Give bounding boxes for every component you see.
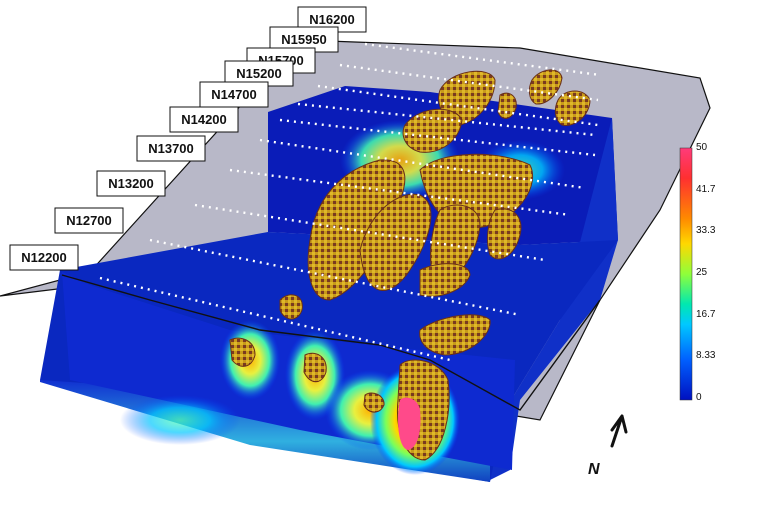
section-trace — [259, 138, 586, 190]
colorbar-ramp — [679, 147, 693, 401]
colorbar-tick-label: 8.33 — [696, 350, 716, 361]
section-label-n14200: N14200 — [169, 106, 239, 133]
colorbar-tick-label: 41.7 — [696, 184, 716, 195]
section-label-text: N14200 — [181, 112, 227, 127]
section-label-text: N16200 — [309, 12, 355, 27]
section-label-text: N13700 — [148, 141, 194, 156]
surface-trace-line — [61, 274, 601, 411]
north-arrow: N — [588, 414, 628, 478]
east-section-wall — [490, 118, 618, 480]
colorbar-tick-label: 33.3 — [696, 225, 716, 236]
colorbar-tick-label: 16.7 — [696, 309, 716, 320]
orebody — [229, 337, 256, 367]
section-label-text: N13200 — [108, 176, 154, 191]
section-label-text: N12200 — [21, 250, 67, 265]
orebody — [497, 92, 517, 119]
orebody — [487, 208, 522, 260]
colorbar-tick-label: 50 — [696, 142, 708, 153]
orebodies — [229, 69, 591, 461]
north-arrow-icon — [610, 414, 628, 448]
orebody — [363, 392, 385, 413]
section-label-n12700: N12700 — [54, 207, 124, 234]
section-labels: N16200 N15950 N15700 N15200 N14700 N1420… — [9, 6, 367, 271]
section-trace — [297, 102, 596, 137]
section-label-n12200: N12200 — [9, 244, 79, 271]
orebody — [279, 294, 303, 320]
south-section-hotspot — [120, 395, 240, 445]
orebody-highgrade-core — [398, 397, 421, 450]
section-traces — [99, 42, 601, 362]
colorbar-tick-label: 25 — [696, 267, 708, 278]
orebody — [359, 193, 432, 291]
orebody — [554, 90, 591, 126]
orebody — [402, 108, 463, 153]
section-trace — [364, 42, 601, 77]
section-trace — [317, 84, 599, 127]
section-trace — [229, 168, 571, 217]
section-label-n13700: N13700 — [136, 135, 206, 162]
section-label-n13200: N13200 — [96, 170, 166, 197]
orebody — [419, 314, 491, 356]
orebody — [528, 69, 563, 105]
section-label-text: N15950 — [281, 32, 327, 47]
section-label-text: N12700 — [66, 213, 112, 228]
colorbar: 50 41.7 33.3 25 16.7 8.33 0 — [679, 142, 716, 403]
section-trace — [339, 63, 599, 102]
section-trace — [194, 203, 546, 262]
section-label-n14700: N14700 — [199, 81, 269, 108]
section-label-text: N14700 — [211, 87, 257, 102]
colorbar-tick-label: 0 — [696, 392, 702, 403]
section-label-text: N15200 — [236, 66, 282, 81]
north-letter: N — [588, 461, 600, 478]
orebody — [303, 352, 327, 383]
